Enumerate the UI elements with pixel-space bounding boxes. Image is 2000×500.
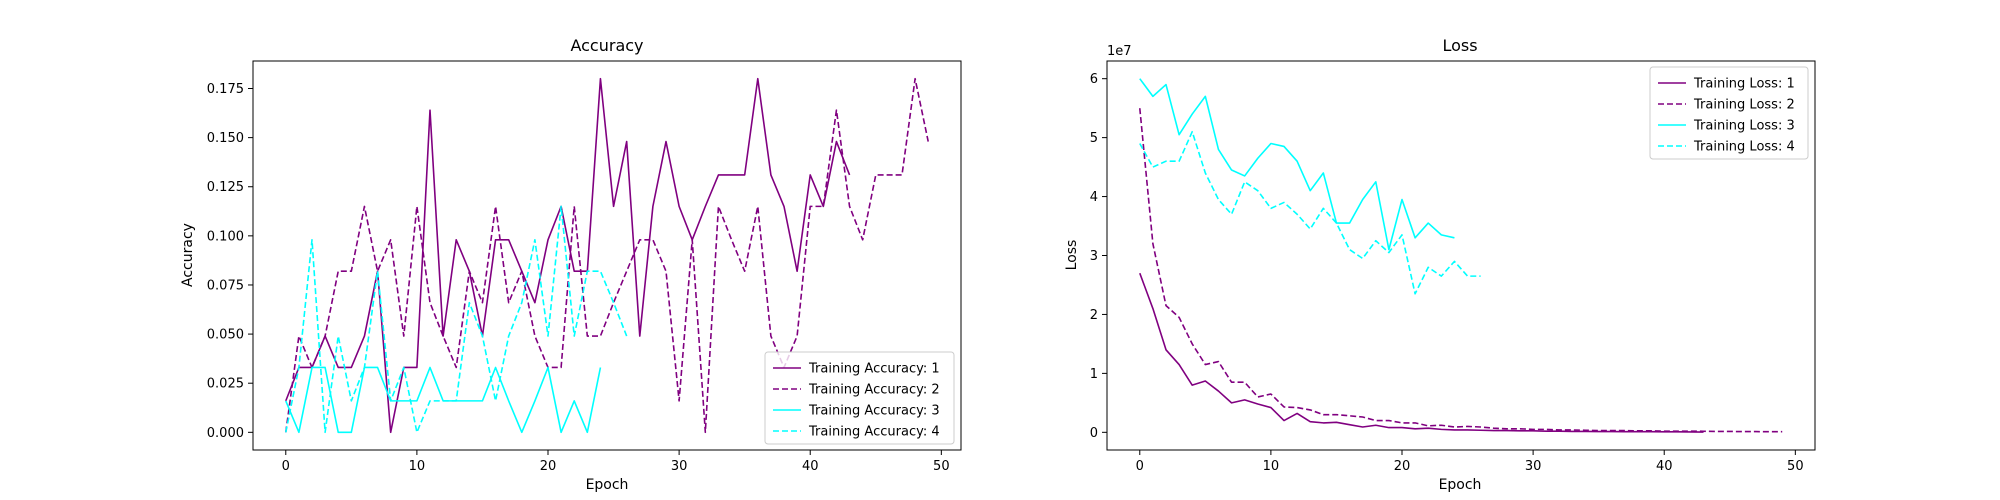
accuracy-legend-label: Training Accuracy: 3 — [808, 404, 940, 419]
loss-x-axis-label: Epoch — [1439, 477, 1482, 493]
loss-y-tick-label: 5 — [1090, 131, 1098, 146]
loss-y-tick-label: 0 — [1090, 426, 1098, 441]
accuracy-y-tick-label: 0.075 — [207, 278, 244, 293]
accuracy-x-axis-label: Epoch — [586, 477, 629, 493]
accuracy-x-tick-label: 30 — [671, 459, 688, 474]
loss-offset-text: 1e7 — [1107, 44, 1132, 59]
accuracy-y-tick-label: 0.125 — [207, 180, 244, 195]
loss-legend-label: Training Loss: 1 — [1693, 77, 1795, 92]
accuracy-y-tick-label: 0.050 — [207, 328, 244, 343]
accuracy-legend-label: Training Accuracy: 2 — [808, 383, 940, 398]
accuracy-x-tick-label: 10 — [409, 459, 426, 474]
loss-x-tick-label: 10 — [1263, 459, 1280, 474]
accuracy-x-tick-label: 0 — [282, 459, 290, 474]
loss-x-ticks: 0 10 20 30 40 50 — [1136, 450, 1804, 474]
loss-chart-title: Loss — [1442, 36, 1477, 55]
accuracy-y-tick-label: 0.025 — [207, 377, 244, 392]
loss-series-line-2 — [1138, 108, 1783, 433]
loss-legend-label: Training Loss: 2 — [1693, 98, 1795, 113]
accuracy-y-axis-label: Accuracy — [180, 223, 196, 287]
loss-x-tick-label: 50 — [1787, 459, 1804, 474]
loss-legend-entries: Training Loss: 1 Training Loss: 2 Training… — [1658, 77, 1795, 155]
loss-series-line-3 — [1139, 78, 1455, 251]
loss-y-tick-label: 4 — [1090, 190, 1098, 205]
loss-legend-label: Training Loss: 4 — [1693, 140, 1795, 155]
accuracy-series-line-2 — [284, 77, 930, 434]
accuracy-y-tick-label: 0.175 — [207, 82, 244, 97]
loss-x-tick-label: 30 — [1525, 459, 1542, 474]
accuracy-y-tick-label: 0.000 — [207, 426, 244, 441]
loss-x-tick-label: 40 — [1656, 459, 1673, 474]
accuracy-legend-label: Training Accuracy: 1 — [808, 362, 940, 377]
loss-series-line-4 — [1139, 130, 1481, 295]
accuracy-x-tick-label: 50 — [933, 459, 950, 474]
accuracy-chart-title: Accuracy — [570, 36, 643, 55]
loss-y-axis-label: Loss — [1064, 240, 1080, 271]
accuracy-legend-label: Training Accuracy: 4 — [808, 425, 940, 440]
accuracy-y-ticks: 0.000 0.025 0.050 0.075 0.100 0.125 0.150 0.175 — [207, 82, 253, 441]
loss-y-tick-label: 6 — [1090, 72, 1098, 87]
accuracy-legend-entries: Training Accuracy: 1 Training Accuracy: 2… — [773, 362, 940, 440]
loss-legend-label: Training Loss: 3 — [1693, 119, 1795, 134]
loss-x-tick-label: 20 — [1394, 459, 1411, 474]
loss-y-tick-label: 3 — [1090, 249, 1098, 264]
loss-legend-box — [1649, 66, 1809, 160]
accuracy-series-line-1 — [285, 77, 851, 434]
accuracy-series-group — [284, 77, 930, 434]
accuracy-y-tick-label: 0.100 — [207, 229, 244, 244]
loss-y-tick-label: 1 — [1090, 367, 1098, 382]
accuracy-x-tick-label: 40 — [802, 459, 819, 474]
loss-legend: Training Loss: 1 Training Loss: 2 Training… — [1649, 66, 1809, 160]
loss-y-tick-label: 2 — [1090, 308, 1098, 323]
loss-series-line-1 — [1139, 272, 1704, 433]
accuracy-series-line-4 — [284, 205, 628, 434]
accuracy-plot-frame — [252, 60, 962, 451]
accuracy-legend: Training Accuracy: 1 Training Accuracy: 2… — [764, 351, 955, 445]
loss-y-ticks: 0 1 2 3 4 5 6 — [1090, 72, 1107, 441]
accuracy-x-tick-label: 20 — [540, 459, 557, 474]
loss-series-group — [1138, 78, 1783, 433]
accuracy-panel: Accuracy 0 10 20 30 40 50 0.000 0.025 0.050 0.07… — [180, 36, 962, 493]
accuracy-x-ticks: 0 10 20 30 40 50 — [282, 450, 950, 474]
loss-x-tick-label: 0 — [1136, 459, 1144, 474]
accuracy-legend-box — [764, 351, 955, 445]
accuracy-y-tick-label: 0.150 — [207, 131, 244, 146]
